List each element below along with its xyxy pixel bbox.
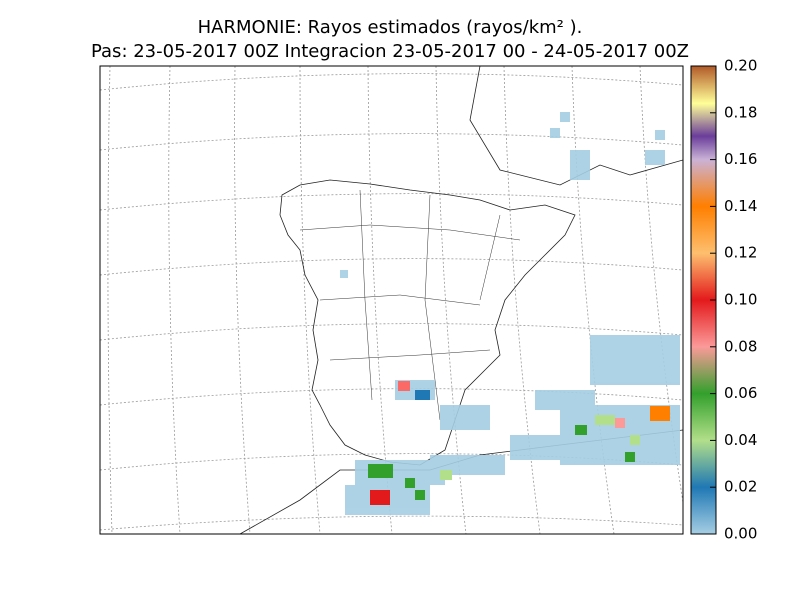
map-title: HARMONIE: Rayos estimados (rayos/km² ). <box>198 17 583 38</box>
map-area <box>100 66 683 534</box>
colorbar-tick-label: 0.10 <box>724 291 757 309</box>
province-borders <box>299 189 521 421</box>
map-frame <box>99 65 684 535</box>
france-coast <box>469 66 683 186</box>
colorbar-tick-label: 0.02 <box>724 478 757 496</box>
colorbar-tick-label: 0.12 <box>724 244 757 262</box>
colorbar-tick-label: 0.16 <box>724 150 757 168</box>
colorbar-tick-label: 0.20 <box>724 57 757 75</box>
colorbar-tick-label: 0.08 <box>724 337 757 355</box>
high-cells <box>368 381 670 505</box>
colorbar-tick-label: 0.18 <box>724 103 757 121</box>
map-subtitle: Pas: 23-05-2017 00Z Integracion 23-05-20… <box>91 41 689 62</box>
colorbar-tick-label: 0.04 <box>724 431 757 449</box>
graticule <box>100 66 683 534</box>
colorbar-tick-label: 0.00 <box>724 525 757 543</box>
colorbar-tick-label: 0.14 <box>724 197 757 215</box>
colorbar-tick-label: 0.06 <box>724 384 757 402</box>
iberia-coast <box>279 179 576 466</box>
